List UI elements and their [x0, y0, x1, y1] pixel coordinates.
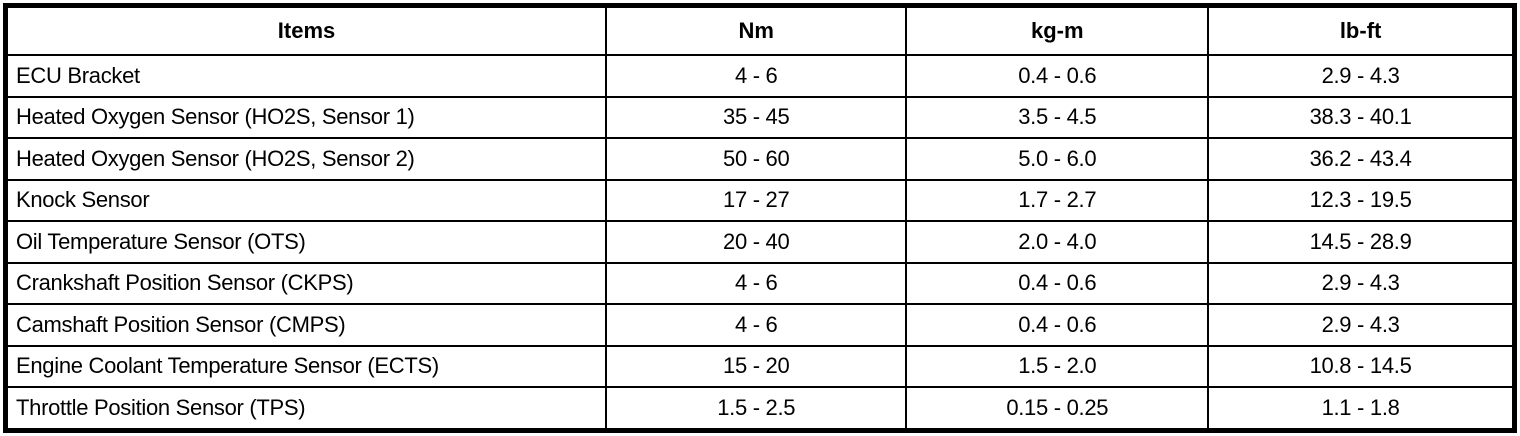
- kgm-cell: 1.5 - 2.0: [905, 344, 1210, 389]
- nm-cell: 50 - 60: [605, 137, 908, 181]
- nm-cell: 17 - 27: [605, 178, 908, 223]
- item-cell: Knock Sensor: [4, 178, 608, 223]
- item-cell: Oil Temperature Sensor (OTS): [4, 220, 608, 264]
- lbft-cell: 38.3 - 40.1: [1207, 95, 1516, 140]
- nm-cell: 20 - 40: [605, 220, 908, 264]
- nm-cell: 4 - 6: [605, 261, 908, 306]
- lbft-cell: 36.2 - 43.4: [1207, 137, 1516, 181]
- nm-cell: 4 - 6: [605, 54, 908, 98]
- table-row: Throttle Position Sensor (TPS) 1.5 - 2.5…: [4, 386, 1516, 432]
- table-row: Knock Sensor 17 - 27 1.7 - 2.7 12.3 - 19…: [4, 178, 1516, 223]
- kgm-cell: 3.5 - 4.5: [905, 95, 1210, 140]
- table-row: Engine Coolant Temperature Sensor (ECTS)…: [4, 344, 1516, 389]
- item-cell: Engine Coolant Temperature Sensor (ECTS): [4, 344, 608, 389]
- lbft-cell: 2.9 - 4.3: [1207, 54, 1516, 98]
- item-cell: Throttle Position Sensor (TPS): [4, 386, 608, 432]
- nm-cell: 35 - 45: [605, 95, 908, 140]
- item-cell: Heated Oxygen Sensor (HO2S, Sensor 1): [4, 95, 608, 140]
- column-header-nm: Nm: [605, 4, 908, 56]
- column-header-lbft: lb-ft: [1207, 4, 1516, 56]
- table-row: ECU Bracket 4 - 6 0.4 - 0.6 2.9 - 4.3: [4, 54, 1516, 98]
- lbft-cell: 2.9 - 4.3: [1207, 261, 1516, 306]
- kgm-cell: 0.4 - 0.6: [905, 303, 1210, 347]
- lbft-cell: 1.1 - 1.8: [1207, 386, 1516, 432]
- table-row: Crankshaft Position Sensor (CKPS) 4 - 6 …: [4, 261, 1516, 306]
- torque-spec-table: Items Nm kg-m lb-ft ECU Bracket 4 - 6 0.…: [3, 3, 1517, 433]
- header-row: Items Nm kg-m lb-ft: [4, 4, 1516, 56]
- kgm-cell: 0.4 - 0.6: [905, 54, 1210, 98]
- lbft-cell: 14.5 - 28.9: [1207, 220, 1516, 264]
- lbft-cell: 12.3 - 19.5: [1207, 178, 1516, 223]
- table-row: Camshaft Position Sensor (CMPS) 4 - 6 0.…: [4, 303, 1516, 347]
- column-header-items: Items: [4, 4, 608, 56]
- item-cell: Heated Oxygen Sensor (HO2S, Sensor 2): [4, 137, 608, 181]
- table-row: Heated Oxygen Sensor (HO2S, Sensor 1) 35…: [4, 95, 1516, 140]
- column-header-kgm: kg-m: [905, 4, 1210, 56]
- item-cell: Camshaft Position Sensor (CMPS): [4, 303, 608, 347]
- kgm-cell: 2.0 - 4.0: [905, 220, 1210, 264]
- nm-cell: 4 - 6: [605, 303, 908, 347]
- kgm-cell: 0.4 - 0.6: [905, 261, 1210, 306]
- lbft-cell: 10.8 - 14.5: [1207, 344, 1516, 389]
- kgm-cell: 5.0 - 6.0: [905, 137, 1210, 181]
- item-cell: ECU Bracket: [4, 54, 608, 98]
- table-row: Oil Temperature Sensor (OTS) 20 - 40 2.0…: [4, 220, 1516, 264]
- table-row: Heated Oxygen Sensor (HO2S, Sensor 2) 50…: [4, 137, 1516, 181]
- lbft-cell: 2.9 - 4.3: [1207, 303, 1516, 347]
- kgm-cell: 0.15 - 0.25: [905, 386, 1210, 432]
- nm-cell: 15 - 20: [605, 344, 908, 389]
- item-cell: Crankshaft Position Sensor (CKPS): [4, 261, 608, 306]
- nm-cell: 1.5 - 2.5: [605, 386, 908, 432]
- kgm-cell: 1.7 - 2.7: [905, 178, 1210, 223]
